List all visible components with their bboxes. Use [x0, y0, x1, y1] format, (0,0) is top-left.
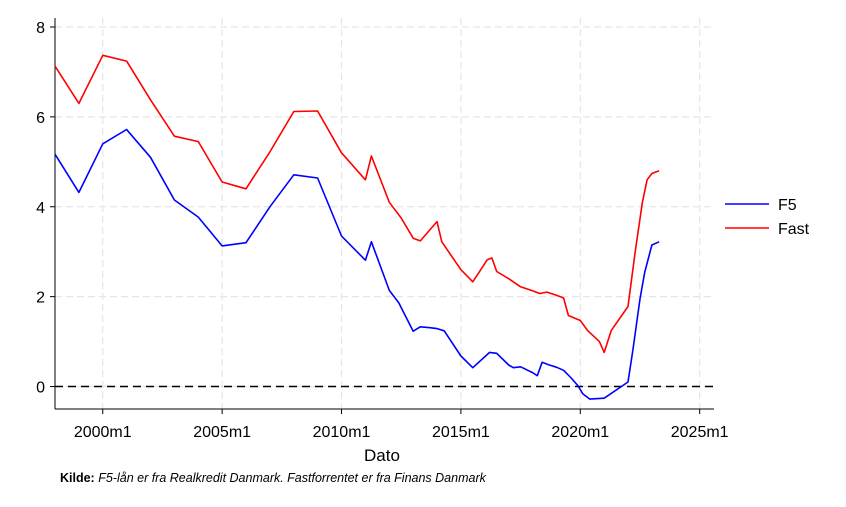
source-label: Kilde:	[60, 471, 95, 485]
legend-label-f5: F5	[778, 197, 797, 214]
x-tick-label: 2025m1	[671, 424, 729, 441]
x-tick-label: 2005m1	[193, 424, 251, 441]
y-tick-label: 8	[36, 20, 45, 37]
source-text: F5-lån er fra Realkredit Danmark. Fastfo…	[98, 471, 486, 485]
series-line-f5	[54, 128, 660, 400]
axes	[50, 18, 714, 414]
x-tick-label: 2020m1	[551, 424, 609, 441]
source-note: Kilde: F5-lån er fra Realkredit Danmark.…	[60, 471, 486, 485]
y-tick-label: 4	[36, 200, 45, 217]
y-tick-label: 6	[36, 110, 45, 127]
x-tick-label: 2000m1	[74, 424, 132, 441]
line-chart: 0 2 4 6 8 2000m1 2005m1 2010m1 2015m1 2020m1 2025m…	[36, 18, 810, 465]
series-lines	[54, 54, 660, 400]
legend-label-fast: Fast	[778, 221, 810, 238]
y-tick-label: 2	[36, 290, 45, 307]
x-tick-label: 2015m1	[432, 424, 490, 441]
legend: F5 Fast	[725, 197, 810, 238]
x-axis-title: Dato	[364, 446, 400, 465]
tick-labels: 0 2 4 6 8 2000m1 2005m1 2010m1 2015m1 2020m1 2025m…	[36, 20, 729, 441]
grid-lines	[55, 18, 714, 409]
y-tick-label: 0	[36, 380, 45, 397]
x-tick-label: 2010m1	[313, 424, 371, 441]
series-line-fast	[54, 54, 660, 354]
